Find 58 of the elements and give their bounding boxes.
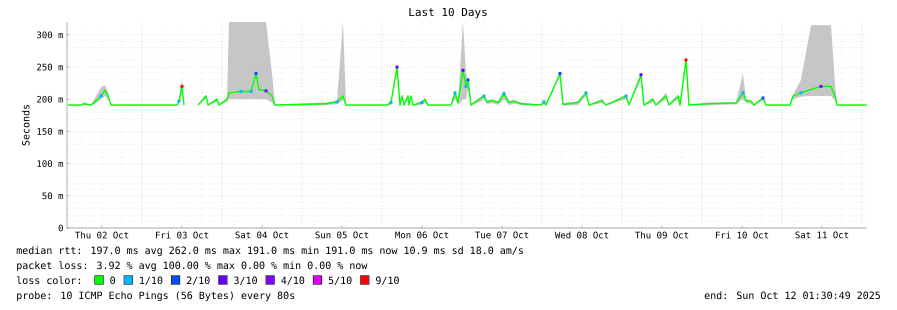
- legend-label: 0: [110, 276, 116, 284]
- legend-label: 9/10: [376, 276, 399, 285]
- point: [464, 84, 468, 88]
- point: [390, 100, 393, 104]
- legend-label: 1/10: [140, 276, 162, 285]
- point: [240, 90, 243, 94]
- point: [336, 100, 339, 104]
- point: [799, 91, 802, 94]
- point: [178, 100, 181, 103]
- legend-title: loss color:: [17, 276, 80, 284]
- legend-label: 3/10: [234, 276, 257, 285]
- point: [462, 68, 465, 72]
- point: [624, 94, 628, 98]
- point: [584, 91, 588, 94]
- text: packet loss: 3.92 % avg 100.00 % max 0.00 % min 0.00 % now: [17, 261, 368, 272]
- x-tick-label: Thu 02 Oct: [75, 232, 128, 238]
- x-tick-label: Sun 05 Oct: [316, 232, 368, 238]
- y-axis-title: Seconds: [22, 104, 30, 146]
- point: [761, 96, 764, 100]
- point: [396, 66, 399, 69]
- text: probe: 10 ICMP Echo Pings (56 Bytes) every 80s: [17, 291, 294, 302]
- text: end: Sun Oct 12 01:30:49 2025: [704, 291, 880, 300]
- x-tick-label: Thu 09 Oct: [635, 232, 688, 238]
- y-tick-label: 250 m: [37, 64, 64, 70]
- point: [264, 89, 268, 92]
- point: [482, 94, 486, 98]
- point: [180, 84, 184, 88]
- point: [250, 90, 253, 94]
- text: median rtt: 197.0 ms avg 262.0 ms max 191.0 ms min 191.0 ms now 10.9 ms sd 18.0 am/s: [16, 246, 523, 256]
- point: [254, 72, 258, 75]
- x-tick-label: Sat 04 Oct: [236, 232, 288, 238]
- y-tick-label: 0: [58, 224, 63, 232]
- legend-label: 2/10: [186, 276, 210, 285]
- x-tick-label: Mon 06 Oct: [395, 232, 448, 238]
- chart-title: Last 10 Days: [409, 8, 487, 18]
- legend-label: 5/10: [328, 276, 352, 285]
- point: [819, 84, 822, 88]
- x-tick-label: Wed 08 Oct: [554, 232, 608, 238]
- point: [502, 92, 506, 96]
- y-tick-label: 50 m: [42, 192, 64, 200]
- x-tick-label: Fri 03 Oct: [156, 232, 208, 238]
- point: [558, 72, 562, 75]
- x-tick-label: Tue 07 Oct: [475, 232, 528, 238]
- y-tick-label: 300 m: [36, 31, 64, 38]
- y-tick-label: 100 m: [37, 160, 64, 168]
- point: [466, 78, 470, 82]
- point: [542, 100, 546, 104]
- x-tick-label: Sat 11 Oct: [796, 232, 848, 238]
- point: [420, 100, 424, 104]
- point: [684, 58, 688, 62]
- y-tick-label: 200 m: [37, 96, 64, 103]
- point: [100, 94, 103, 98]
- y-tick-label: 150 m: [37, 128, 64, 135]
- point: [639, 73, 642, 76]
- legend-label: 4/10: [281, 276, 304, 285]
- x-tick-label: Fri 10 Oct: [716, 232, 768, 238]
- point: [454, 91, 457, 94]
- point: [741, 91, 744, 94]
